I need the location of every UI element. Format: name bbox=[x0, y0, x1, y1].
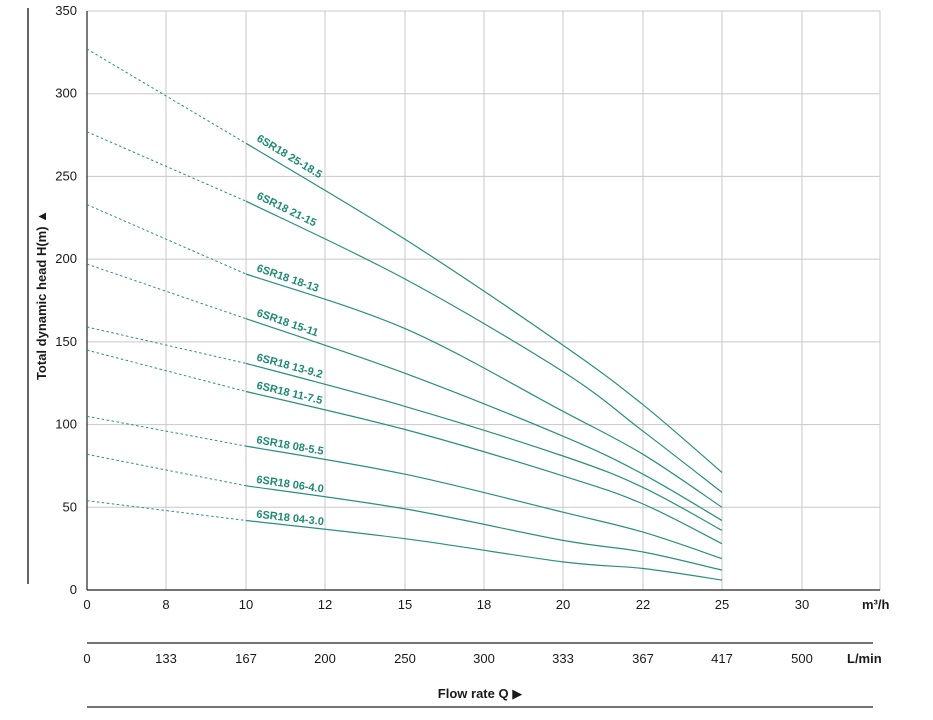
x-tick-label-secondary: 417 bbox=[711, 651, 733, 666]
curve-label: 6SR18 25-18.5 bbox=[254, 133, 324, 181]
curve-series bbox=[245, 362, 723, 531]
y-tick-label: 100 bbox=[55, 417, 77, 432]
x-tick-label-primary: 0 bbox=[83, 597, 90, 612]
curve-series bbox=[245, 519, 723, 581]
curve-extension-dashed bbox=[86, 204, 247, 275]
x-tick-label-primary: 18 bbox=[477, 597, 491, 612]
x-tick-label-secondary: 367 bbox=[632, 651, 654, 666]
curve-extension-dashed bbox=[86, 326, 247, 364]
curve-extension-dashed bbox=[86, 349, 247, 392]
curves bbox=[86, 48, 723, 581]
y-axis-title: Total dynamic head H(m) ▲ bbox=[34, 210, 49, 380]
x-tick-label-secondary: 0 bbox=[83, 651, 90, 666]
y-tick-label: 300 bbox=[55, 86, 77, 101]
curve-extension-dashed bbox=[86, 453, 247, 487]
curve-series bbox=[245, 142, 723, 473]
axes: 0 50 100 150 200 250 300 350 0 8 10 12 15 18 20 22 25 30 m… bbox=[27, 3, 890, 708]
x-tick-label-secondary: 300 bbox=[473, 651, 495, 666]
curve-label: 6SR18 15-11 bbox=[255, 307, 320, 339]
y-tick-label: 200 bbox=[55, 251, 77, 266]
x-tick-label-primary: 20 bbox=[556, 597, 570, 612]
curve-label: 6SR18 08-5.5 bbox=[255, 434, 324, 458]
y-tick-label: 150 bbox=[55, 334, 77, 349]
y-tick-label: 0 bbox=[70, 582, 77, 597]
curve-series bbox=[245, 318, 723, 522]
curve-series bbox=[245, 485, 723, 571]
x-tick-label-primary: 30 bbox=[795, 597, 809, 612]
x-tick-label-primary: 22 bbox=[636, 597, 650, 612]
curve-label: 6SR18 11-7.5 bbox=[255, 380, 323, 407]
x-unit-secondary: L/min bbox=[847, 651, 882, 666]
x-tick-label-primary: 8 bbox=[162, 597, 169, 612]
grid bbox=[87, 10, 881, 590]
x-tick-label-secondary: 250 bbox=[394, 651, 416, 666]
curve-label: 6SR18 13-9.2 bbox=[255, 352, 324, 381]
curve-series bbox=[245, 445, 723, 560]
x-tick-label-primary: 10 bbox=[239, 597, 253, 612]
curve-extension-dashed bbox=[86, 131, 247, 202]
curve-series bbox=[245, 390, 723, 545]
curve-extension-dashed bbox=[86, 415, 247, 447]
x-tick-label-primary: 25 bbox=[715, 597, 729, 612]
x-tick-label-primary: 12 bbox=[318, 597, 332, 612]
x-unit-primary: m³/h bbox=[862, 597, 890, 612]
x-axis-title: Flow rate Q ▶ bbox=[438, 686, 522, 701]
curve-series bbox=[245, 273, 723, 508]
x-tick-label-secondary: 133 bbox=[155, 651, 177, 666]
x-tick-label-secondary: 200 bbox=[314, 651, 336, 666]
curve-extension-dashed bbox=[86, 500, 247, 521]
y-tick-label: 250 bbox=[55, 168, 77, 183]
x-tick-label-secondary: 167 bbox=[235, 651, 257, 666]
y-tick-label: 50 bbox=[63, 499, 77, 514]
y-tick-label: 350 bbox=[55, 3, 77, 18]
curve-label: 6SR18 18-13 bbox=[255, 263, 320, 295]
x-tick-label-primary: 15 bbox=[398, 597, 412, 612]
curve-series bbox=[245, 200, 723, 493]
x-tick-label-secondary: 500 bbox=[791, 651, 813, 666]
x-tick-label-secondary: 333 bbox=[552, 651, 574, 666]
curve-extension-dashed bbox=[86, 48, 247, 144]
